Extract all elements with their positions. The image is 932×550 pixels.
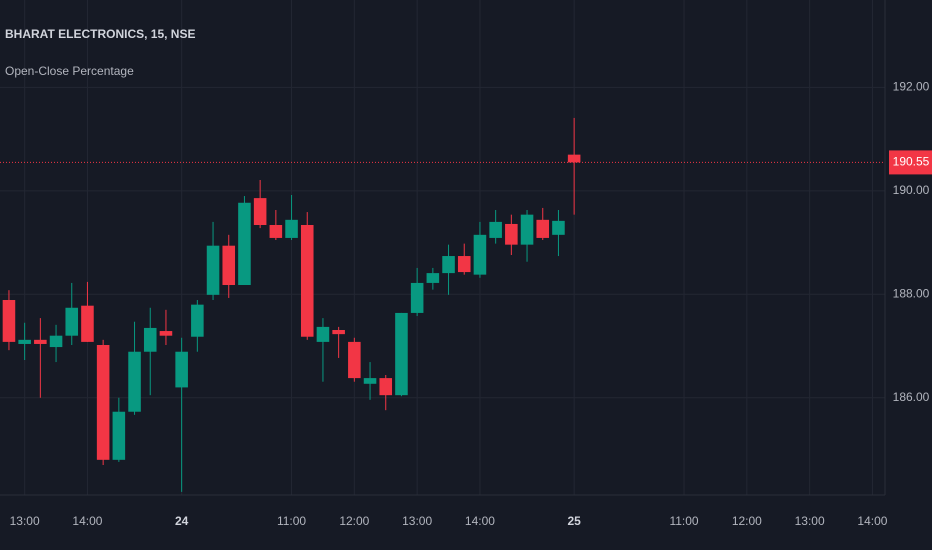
candle-body: [426, 273, 440, 283]
candle-body: [34, 339, 47, 344]
candle-body: [552, 220, 565, 235]
y-tick-label: 188.00: [893, 286, 930, 300]
candle-body: [567, 154, 581, 163]
chart-title: BHARAT ELECTRONICS, 15, NSE: [5, 27, 195, 41]
candle-body: [363, 378, 377, 384]
x-tick-label: 14:00: [857, 514, 887, 528]
candle-body: [49, 335, 63, 348]
candle-body: [112, 411, 126, 460]
candle-body: [473, 234, 487, 275]
y-tick-label: 192.00: [893, 80, 930, 94]
y-tick-label: 186.00: [893, 390, 930, 404]
x-tick-label: 14:00: [72, 514, 102, 528]
candle-body: [489, 221, 502, 238]
candle-body: [2, 300, 16, 342]
x-tick-label: 13:00: [10, 514, 40, 528]
candle-body: [332, 330, 345, 335]
candle-body: [159, 331, 173, 336]
candle-body: [269, 225, 283, 238]
x-tick-label: 24: [175, 514, 189, 528]
candle-body: [128, 351, 141, 412]
candle-body: [206, 245, 220, 295]
x-tick-label: 14:00: [465, 514, 495, 528]
candle-body: [316, 326, 330, 342]
candle-body: [300, 225, 314, 337]
candle-body: [520, 214, 534, 245]
candle-body: [442, 256, 455, 274]
candle-body: [379, 378, 393, 396]
x-tick-label: 11:00: [277, 514, 306, 528]
candle-body: [253, 198, 267, 225]
candle-body: [81, 305, 94, 342]
candle-body: [348, 341, 361, 379]
candle-body: [222, 245, 236, 285]
y-tick-label: 190.00: [893, 183, 930, 197]
candle-body: [191, 304, 204, 337]
candle-body: [65, 307, 79, 336]
candle-body: [536, 219, 550, 238]
candle-body: [175, 351, 188, 388]
x-tick-label: 12:00: [339, 514, 369, 528]
candle-body: [285, 219, 298, 238]
last-price-box: [889, 150, 932, 175]
candle-body: [18, 339, 31, 344]
x-tick-label: 25: [567, 514, 581, 528]
candle-body: [395, 312, 408, 396]
x-tick-label: 12:00: [732, 514, 762, 528]
x-tick-label: 11:00: [669, 514, 698, 528]
candle-body: [457, 256, 471, 273]
candle-body: [96, 345, 110, 460]
x-tick-label: 13:00: [795, 514, 825, 528]
candle-body: [505, 223, 518, 245]
candle-body: [238, 202, 251, 285]
indicator-name: Open-Close Percentage: [5, 64, 134, 78]
candle-body: [410, 282, 424, 313]
last-price-label: 190.55: [893, 155, 930, 169]
x-tick-label: 13:00: [402, 514, 432, 528]
candle-body: [143, 327, 157, 352]
